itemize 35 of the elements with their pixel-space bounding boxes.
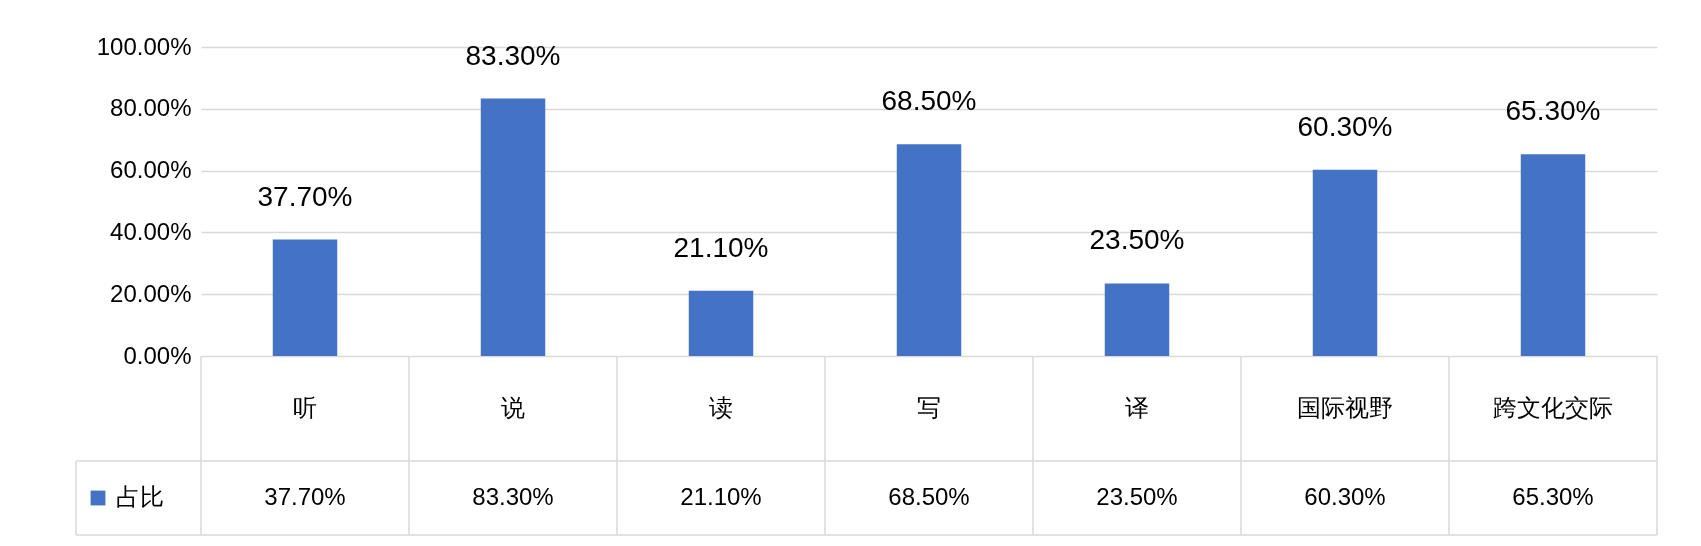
text: 68.50%: [881, 85, 977, 117]
bar: [1312, 169, 1378, 356]
legend-label: 占比: [116, 483, 164, 510]
y-tick-label: 80.00%: [110, 94, 192, 122]
text: 21.10%: [673, 231, 769, 263]
y-tick-label: 0.00%: [123, 341, 192, 369]
x-tick-label: 读: [709, 393, 733, 421]
text: 60.30%: [1297, 110, 1393, 142]
bar: [1104, 283, 1170, 356]
y-tick-label: 40.00%: [110, 217, 192, 245]
data-label: 65.30%: [1512, 483, 1594, 510]
text: 37.70%: [257, 180, 353, 212]
text: 65.30%: [1505, 95, 1601, 127]
data-label: 37.70%: [264, 483, 346, 510]
bar: [688, 290, 754, 356]
x-tick-label: 跨文化交际: [1493, 393, 1613, 421]
data-label: 60.30%: [1304, 483, 1386, 510]
y-tick-label: 20.00%: [110, 279, 192, 307]
y-tick-label: 60.00%: [110, 156, 192, 184]
text: 83.30%: [465, 39, 561, 71]
x-tick-label: 说: [501, 393, 525, 421]
x-tick-label: 写: [917, 393, 941, 421]
y-tick-label: 100.00%: [96, 32, 192, 60]
bar: [272, 239, 338, 356]
data-label: 23.50%: [1096, 483, 1178, 510]
data-label: 83.30%: [472, 483, 554, 510]
bar: [1520, 154, 1586, 356]
bar: [896, 144, 962, 356]
x-tick-label: 听: [293, 393, 317, 421]
x-tick-label: 译: [1125, 393, 1149, 421]
x-tick-label: 国际视野: [1297, 393, 1393, 421]
bar: [480, 98, 546, 356]
text: 23.50%: [1089, 224, 1185, 256]
data-label: 21.10%: [680, 483, 762, 510]
data-label: 68.50%: [888, 483, 970, 510]
